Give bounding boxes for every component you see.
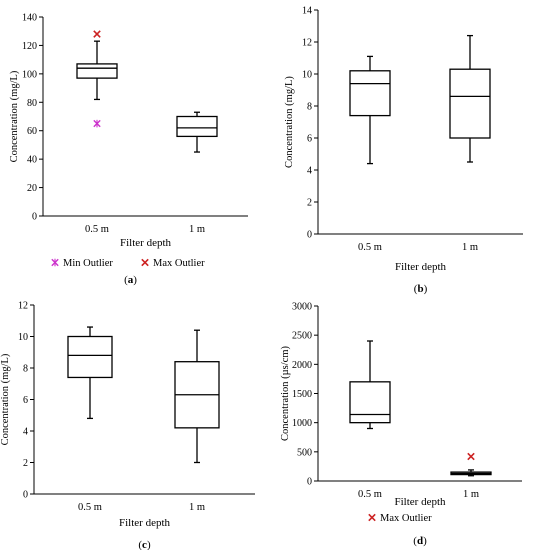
y-tick-label: 80	[27, 98, 37, 109]
y-tick-label: 0	[307, 477, 312, 488]
y-tick-label: 14	[302, 6, 312, 17]
y-tick-label: 2	[307, 198, 312, 209]
max-outlier-point-stroke-2	[467, 452, 475, 461]
y-tick-label: 2000	[292, 360, 312, 371]
x-tick-label: 0.5 m	[78, 502, 102, 513]
y-tick-label: 6	[23, 395, 28, 406]
y-tick-label: 4	[23, 427, 28, 438]
y-axis-label: Concentration (µs/cm)	[280, 346, 291, 441]
max-outlier-point-stroke-2	[93, 30, 101, 38]
panel-a: 0 20 40 60 80 100 120 140 Concentration (mg/L) 0.…	[9, 13, 248, 286]
y-tick-label: 2	[23, 458, 28, 469]
y-axis-label: Concentration (mg/L)	[0, 353, 11, 445]
y-tick-label: 1000	[292, 418, 312, 429]
y-tick-label: 8	[23, 364, 28, 375]
y-tick-label: 12	[18, 301, 28, 312]
y-tick-label: 140	[22, 13, 37, 24]
y-axis-label: Concentration (mg/L)	[9, 70, 20, 162]
box-iqr	[67, 335, 113, 379]
panel-label: (a)	[124, 274, 137, 286]
y-tick-label: 0	[23, 490, 28, 501]
x-tick-label: 0.5 m	[358, 489, 382, 500]
box-1	[349, 55, 391, 165]
box-2	[176, 111, 218, 153]
x-tick-label: 1 m	[462, 242, 478, 253]
legend-item-min: Min Outlier	[51, 258, 113, 269]
panel-d: 0 500 1000 1500 2000 2500 3000 Concentration (µ…	[280, 302, 522, 547]
y-tick-label: 60	[27, 126, 37, 137]
legend-marker-max-stroke-2	[141, 258, 149, 267]
box-iqr	[349, 70, 391, 117]
box-2	[174, 329, 220, 464]
legend-item-max: Max Outlier	[368, 513, 432, 524]
box-iqr	[349, 381, 391, 424]
x-tick-label: 1 m	[189, 502, 205, 513]
y-tick-label: 6	[307, 134, 312, 145]
x-axis-label: Filter depth	[120, 237, 172, 249]
y-tick-label: 0	[307, 230, 312, 241]
x-tick-label: 1 m	[463, 489, 479, 500]
y-tick-label: 100	[22, 69, 37, 80]
y-tick-label: 120	[22, 41, 37, 52]
x-axis-label: Filter depth	[394, 496, 446, 508]
x-axis-label: Filter depth	[119, 517, 171, 529]
y-tick-label: 3000	[292, 302, 312, 313]
legend-label: Max Outlier	[153, 258, 205, 269]
box-2	[449, 34, 491, 163]
box-2	[450, 469, 492, 477]
box-1	[67, 326, 113, 420]
y-tick-label: 2500	[292, 331, 312, 342]
panel-b: 0 2 4 6 8 10 12 14 Concentration (mg/L) 0.5 m 1 m F…	[284, 6, 523, 295]
y-tick-label: 20	[27, 183, 37, 194]
box-1	[76, 40, 118, 101]
panel-label: (d)	[413, 535, 427, 547]
box-iqr	[176, 115, 218, 138]
box-1	[349, 340, 391, 430]
y-tick-label: 10	[302, 70, 312, 81]
x-tick-label: 1 m	[189, 224, 205, 235]
panel-c: 0 2 4 6 8 10 12 Concentration (mg/L) 0.5 m 1 m Fil…	[0, 301, 255, 551]
y-tick-label: 0	[32, 212, 37, 223]
legend-item-max: Max Outlier	[141, 258, 205, 269]
box-iqr	[449, 68, 491, 139]
y-tick-label: 4	[307, 166, 312, 177]
y-tick-label: 8	[307, 102, 312, 113]
y-tick-label: 40	[27, 155, 37, 166]
y-tick-label: 12	[302, 38, 312, 49]
x-tick-label: 0.5 m	[358, 242, 382, 253]
y-tick-label: 1500	[292, 389, 312, 400]
legend-marker-max-stroke-2	[368, 513, 376, 522]
legend-label: Min Outlier	[63, 258, 113, 269]
y-tick-label: 10	[18, 332, 28, 343]
y-axis-label: Concentration (mg/L)	[284, 76, 295, 168]
box-iqr	[76, 63, 118, 79]
y-tick-label: 500	[297, 447, 312, 458]
panel-label: (c)	[138, 539, 151, 550]
x-axis-label: Filter depth	[395, 261, 447, 273]
panel-label: (b)	[414, 283, 428, 295]
x-tick-label: 0.5 m	[85, 224, 109, 235]
legend-label: Max Outlier	[380, 513, 432, 524]
